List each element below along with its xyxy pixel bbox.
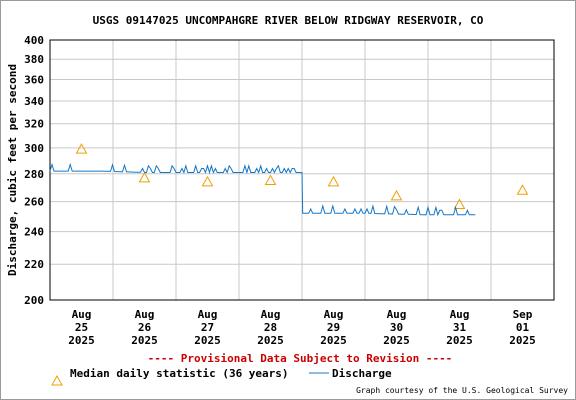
y-axis-ticks: 200 220 240 260 280 300 320 340 360 380 400 <box>24 34 44 307</box>
y-tick-label-360: 360 <box>24 74 44 87</box>
x-tick-label-3-day: 28 <box>264 321 277 334</box>
y-tick-label-200: 200 <box>24 294 44 307</box>
median-point-3 <box>264 174 277 186</box>
x-tick-label-4-day: 29 <box>327 321 340 334</box>
x-tick-label-5-year: 2025 <box>383 334 410 347</box>
provisional-note: ---- Provisional Data Subject to Revisio… <box>148 352 453 365</box>
y-tick-label-400: 400 <box>24 34 44 47</box>
y-tick-label-380: 380 <box>24 53 44 66</box>
median-point-6 <box>453 198 466 209</box>
median-point-4 <box>327 175 340 187</box>
y-tick-label-320: 320 <box>24 118 44 131</box>
x-tick-label-0-month: Aug <box>72 308 92 321</box>
x-tick-label-0-day: 25 <box>75 321 88 334</box>
x-tick-label-1-month: Aug <box>135 308 155 321</box>
x-tick-label-1-year: 2025 <box>131 334 158 347</box>
x-tick-label-2-month: Aug <box>198 308 218 321</box>
legend-median-marker <box>51 374 63 386</box>
legend-median-label: Median daily statistic (36 years) <box>70 367 289 380</box>
x-tick-label-7-month: Sep <box>513 308 533 321</box>
x-tick-label-3-month: Aug <box>261 308 281 321</box>
x-tick-label-4-month: Aug <box>324 308 344 321</box>
y-tick-label-300: 300 <box>24 142 44 155</box>
x-tick-label-5-day: 30 <box>390 321 403 334</box>
y-axis-label: Discharge, cubic feet per second <box>6 64 19 276</box>
x-tick-label-6-month: Aug <box>450 308 470 321</box>
x-tick-label-6-year: 2025 <box>446 334 473 347</box>
credit-text: Graph courtesy of the U.S. Geological Su… <box>356 386 568 395</box>
median-point-1 <box>138 171 151 183</box>
x-tick-label-1-day: 26 <box>138 321 152 334</box>
y-tick-label-280: 280 <box>24 168 44 181</box>
x-tick-label-2-year: 2025 <box>194 334 221 347</box>
median-point-0 <box>75 143 88 154</box>
x-tick-label-3-year: 2025 <box>257 334 284 347</box>
y-tick-label-240: 240 <box>24 226 44 239</box>
grid-lines <box>50 40 554 300</box>
legend-discharge-label: Discharge <box>332 367 392 380</box>
x-tick-label-7-year: 2025 <box>509 334 536 347</box>
x-axis-ticks: Aug252025Aug262025Aug272025Aug282025Aug2… <box>68 308 536 347</box>
x-tick-label-5-month: Aug <box>387 308 407 321</box>
y-tick-label-220: 220 <box>24 258 44 271</box>
y-tick-label-340: 340 <box>24 95 44 108</box>
x-tick-label-2-day: 27 <box>201 321 214 334</box>
legend: Median daily statistic (36 years) Discha… <box>51 367 392 386</box>
median-point-2 <box>201 175 214 187</box>
median-point-7 <box>516 184 529 195</box>
x-tick-label-7-day: 01 <box>516 321 530 334</box>
x-tick-label-6-day: 31 <box>453 321 467 334</box>
median-point-5 <box>390 189 403 201</box>
y-tick-label-260: 260 <box>24 196 44 209</box>
median-series <box>75 143 529 209</box>
chart-title: USGS 09147025 UNCOMPAHGRE RIVER BELOW RI… <box>93 14 484 27</box>
discharge-series-line <box>49 162 476 217</box>
x-tick-label-4-year: 2025 <box>320 334 347 347</box>
x-tick-label-0-year: 2025 <box>68 334 95 347</box>
